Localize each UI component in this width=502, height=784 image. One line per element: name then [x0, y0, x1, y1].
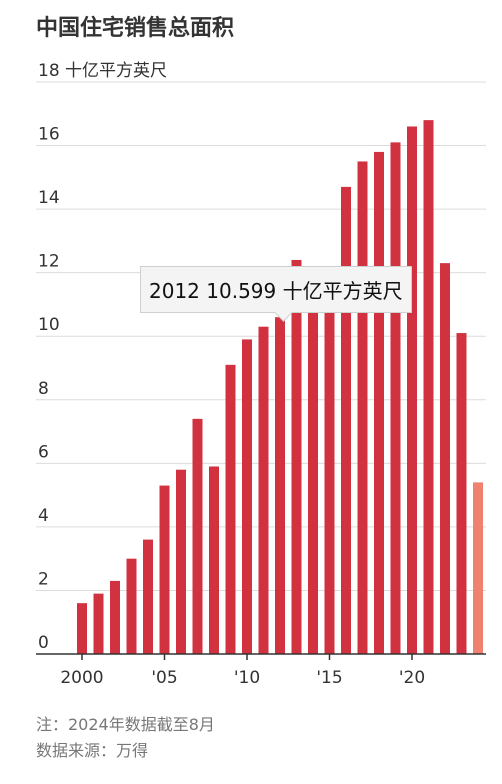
chart-notes: 注：2024年数据截至8月 数据来源：万得 — [36, 712, 215, 764]
y-tick-label: 6 — [38, 442, 49, 462]
y-axis-labels: 0 2 4 6 8 10 12 14 16 18 十亿平方英尺 — [38, 61, 167, 653]
bars — [77, 120, 483, 655]
y-tick-label: 10 — [38, 315, 60, 335]
bar-2001[interactable] — [93, 593, 104, 654]
bar-2013[interactable] — [291, 259, 302, 654]
value-tooltip: 2012 10.599 十亿平方英尺 — [140, 266, 412, 313]
bar-2024[interactable] — [473, 482, 483, 654]
bar-2020[interactable] — [407, 126, 417, 654]
tooltip-value: 10.599 — [206, 279, 277, 303]
bar-2014[interactable] — [308, 301, 318, 654]
bar-2011[interactable] — [258, 326, 269, 654]
footnote: 注：2024年数据截至8月 — [36, 715, 215, 734]
x-tick-label: '15 — [316, 668, 342, 688]
x-tick-label: 2000 — [60, 668, 103, 688]
bar-2017[interactable] — [357, 161, 368, 654]
bar-2000[interactable] — [77, 603, 87, 654]
bar-2005[interactable] — [159, 485, 170, 654]
y-tick-label: 2 — [38, 569, 49, 589]
x-tick-label: '20 — [399, 668, 425, 688]
bar-2010[interactable] — [242, 339, 252, 654]
y-tick-label: 14 — [38, 188, 60, 208]
bar-2009[interactable] — [225, 364, 236, 654]
x-axis-labels: 2000 '05 '10 '15 '20 — [60, 654, 425, 688]
source-note: 数据来源：万得 — [36, 741, 149, 760]
y-tick-label: 16 — [38, 125, 60, 145]
tooltip-unit: 十亿平方英尺 — [282, 279, 403, 303]
bar-2002[interactable] — [110, 580, 120, 654]
bar-2006[interactable] — [176, 469, 186, 654]
bar-chart: 0 2 4 6 8 10 12 14 16 18 十亿平方英尺 2000 '05 '10 '15 '20 — [36, 61, 486, 688]
y-tick-label: 12 — [38, 252, 60, 272]
bar-2019[interactable] — [390, 142, 401, 654]
bar-2023[interactable] — [456, 333, 467, 654]
bar-2004[interactable] — [143, 539, 153, 654]
y-tick-label: 8 — [38, 379, 49, 399]
x-tick-label: '05 — [151, 668, 177, 688]
bar-2016[interactable] — [341, 186, 351, 654]
bar-2003[interactable] — [126, 558, 137, 654]
bar-2007[interactable] — [192, 418, 203, 654]
bar-2022[interactable] — [440, 263, 450, 654]
bar-2015[interactable] — [324, 272, 335, 654]
tooltip-year: 2012 — [149, 279, 200, 303]
bar-2008[interactable] — [209, 466, 219, 654]
y-tick-label: 4 — [38, 506, 49, 526]
bar-2018[interactable] — [374, 151, 384, 654]
y-tick-label: 0 — [38, 633, 49, 653]
chart-title: 中国住宅销售总面积 — [36, 16, 235, 41]
bar-2012[interactable] — [275, 317, 285, 654]
bar-2021[interactable] — [423, 120, 434, 655]
x-tick-label: '10 — [234, 668, 260, 688]
y-tick-label: 18 十亿平方英尺 — [38, 61, 167, 81]
